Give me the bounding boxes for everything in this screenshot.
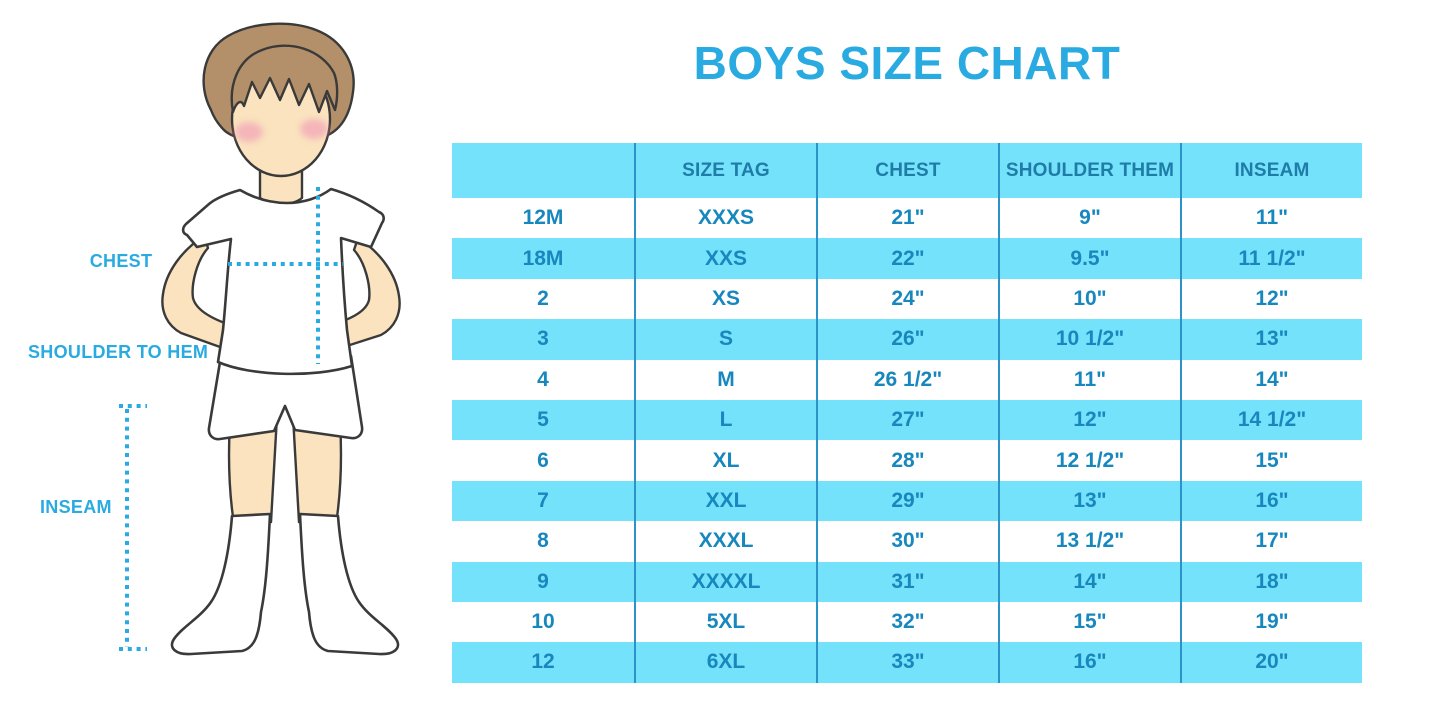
table-cell: S bbox=[634, 319, 816, 360]
table-cell: 2 bbox=[537, 286, 549, 310]
table-cell: 6 bbox=[537, 448, 549, 472]
table-cell: 26 1/2" bbox=[816, 359, 998, 400]
table-cell: XXL bbox=[634, 480, 816, 522]
table-cell: M bbox=[634, 359, 816, 400]
table-cell: 18M bbox=[522, 246, 564, 270]
table-cell: 31" bbox=[816, 561, 998, 602]
table-cell: 10 bbox=[531, 610, 555, 634]
left-leg bbox=[227, 414, 279, 526]
table-cell: XL bbox=[634, 440, 816, 481]
table-cell: 5 bbox=[537, 408, 549, 432]
table-cell: 14" bbox=[998, 561, 1180, 602]
table-cell: 15" bbox=[998, 601, 1180, 643]
table-cell: 13" bbox=[1180, 319, 1362, 360]
right-sock bbox=[298, 512, 400, 656]
table-cell: 12" bbox=[1180, 278, 1362, 320]
hair-fringe bbox=[230, 44, 339, 114]
tshirt bbox=[181, 187, 385, 376]
column-header-size bbox=[452, 143, 634, 198]
table-cell: 11" bbox=[1180, 198, 1362, 239]
table-row: 6 XL 28" 12 1/2" 15" bbox=[452, 440, 1362, 481]
table-cell: L bbox=[634, 399, 816, 441]
page-title: BOYS SIZE CHART bbox=[693, 37, 1121, 89]
table-cell: 19" bbox=[1180, 601, 1362, 643]
table-cell: 5XL bbox=[634, 601, 816, 643]
table-header-row: SIZE TAG CHEST SHOULDER THEM INSEAM bbox=[452, 143, 1362, 198]
table-row: 8 XXXL 30" 13 1/2" 17" bbox=[452, 521, 1362, 562]
table-cell: 32" bbox=[816, 601, 998, 643]
column-header-inseam: INSEAM bbox=[1180, 143, 1362, 198]
column-header-size-tag: SIZE TAG bbox=[634, 143, 816, 198]
table-cell: XXS bbox=[634, 238, 816, 279]
table-row: 5 L 27" 12" 14 1/2" bbox=[452, 399, 1362, 441]
table-cell: 14" bbox=[1180, 359, 1362, 400]
table-cell: XXXL bbox=[634, 521, 816, 562]
table-cell: 9 bbox=[537, 569, 549, 593]
table-cell: 3 bbox=[537, 327, 549, 351]
table-cell: XS bbox=[634, 278, 816, 320]
table-row: 9 XXXXL 31" 14" 18" bbox=[452, 561, 1362, 602]
table-cell: 24" bbox=[816, 278, 998, 320]
table-cell: 28" bbox=[816, 440, 998, 481]
table-cell: 16" bbox=[1180, 480, 1362, 522]
table-row: 4 M 26 1/2" 11" 14" bbox=[452, 359, 1362, 400]
table-cell: 7 bbox=[537, 488, 549, 512]
table-row: 12M XXXS 21" 9" 11" bbox=[452, 198, 1362, 239]
table-row: 3 S 26" 10 1/2" 13" bbox=[452, 319, 1362, 360]
table-cell: 33" bbox=[816, 642, 998, 683]
table-cell: 30" bbox=[816, 521, 998, 562]
table-cell: 22" bbox=[816, 238, 998, 279]
size-table: SIZE TAG CHEST SHOULDER THEM INSEAM 12M … bbox=[452, 143, 1362, 683]
blush-right bbox=[300, 119, 328, 139]
shoulder-to-hem-label: SHOULDER TO HEM bbox=[28, 342, 209, 362]
table-cell: 4 bbox=[537, 367, 549, 391]
table-cell: 20" bbox=[1180, 642, 1362, 683]
table-cell: 13 1/2" bbox=[998, 521, 1180, 562]
table-body: 12M XXXS 21" 9" 11" 18M XXS 22" 9.5" 11 … bbox=[452, 198, 1362, 683]
boy-measurement-figure bbox=[119, 22, 401, 656]
table-row: 12 6XL 33" 16" 20" bbox=[452, 642, 1362, 683]
table-cell: 6XL bbox=[634, 642, 816, 683]
table-cell: 12 1/2" bbox=[998, 440, 1180, 481]
table-cell: 12" bbox=[998, 399, 1180, 441]
left-sock bbox=[170, 512, 272, 656]
shorts bbox=[207, 354, 364, 441]
table-cell: 14 1/2" bbox=[1180, 399, 1362, 441]
table-cell: 9.5" bbox=[998, 238, 1180, 279]
table-cell: 12M bbox=[522, 206, 564, 230]
table-cell: 29" bbox=[816, 480, 998, 522]
table-cell: 11 1/2" bbox=[1180, 238, 1362, 279]
table-cell: 12 bbox=[531, 650, 555, 674]
table-cell: XXXS bbox=[634, 198, 816, 239]
table-cell: 26" bbox=[816, 319, 998, 360]
table-cell: 10 1/2" bbox=[998, 319, 1180, 360]
chest-label: CHEST bbox=[89, 251, 153, 271]
table-cell: 11" bbox=[998, 359, 1180, 400]
table-cell: 15" bbox=[1180, 440, 1362, 481]
inseam-label: INSEAM bbox=[40, 497, 112, 517]
blush-left bbox=[235, 122, 263, 142]
table-cell: XXXXL bbox=[634, 561, 816, 602]
table-cell: 10" bbox=[998, 278, 1180, 320]
table-cell: 9" bbox=[998, 198, 1180, 239]
table-cell: 18" bbox=[1180, 561, 1362, 602]
table-row: 7 XXL 29" 13" 16" bbox=[452, 480, 1362, 522]
table-row: 18M XXS 22" 9.5" 11 1/2" bbox=[452, 238, 1362, 279]
table-row: 2 XS 24" 10" 12" bbox=[452, 278, 1362, 320]
table-cell: 13" bbox=[998, 480, 1180, 522]
table-cell: 17" bbox=[1180, 521, 1362, 562]
column-header-chest: CHEST bbox=[816, 143, 998, 198]
table-cell: 27" bbox=[816, 399, 998, 441]
table-cell: 21" bbox=[816, 198, 998, 239]
table-cell: 16" bbox=[998, 642, 1180, 683]
table-row: 10 5XL 32" 15" 19" bbox=[452, 601, 1362, 643]
column-header-shoulder-hem: SHOULDER THEM bbox=[998, 143, 1180, 198]
table-cell: 8 bbox=[537, 529, 549, 553]
